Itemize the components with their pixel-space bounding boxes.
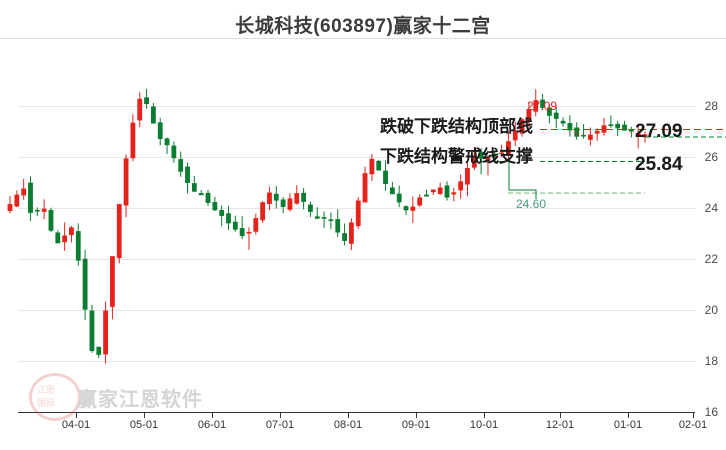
svg-text:江恩: 江恩 [37, 385, 55, 395]
svg-text:27.09: 27.09 [635, 121, 683, 142]
svg-text:国际: 国际 [37, 398, 55, 408]
